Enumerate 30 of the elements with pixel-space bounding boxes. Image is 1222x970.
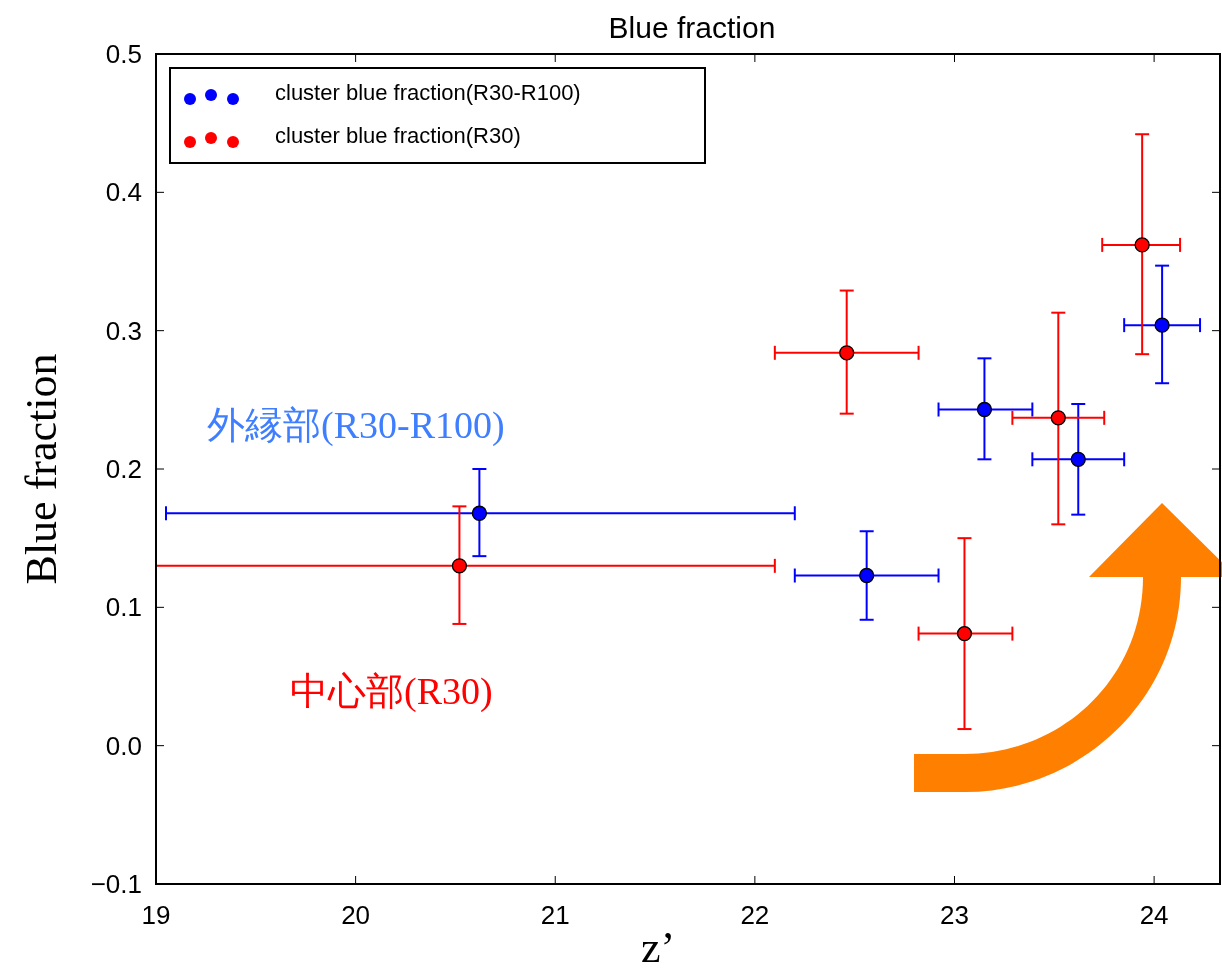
point <box>1070 451 1086 467</box>
y-tick-label: 0.5 <box>105 39 142 69</box>
y-tick-label: −0.1 <box>90 869 142 899</box>
x-tick-label: 23 <box>940 900 969 930</box>
y-axis-title: Blue fraction <box>17 353 66 585</box>
x-axis-title: z’ <box>640 923 676 970</box>
x-tick-label: 19 <box>141 900 171 930</box>
point <box>1154 317 1170 333</box>
legend-label: cluster blue fraction(R30) <box>275 123 521 148</box>
y-tick-label: 0.1 <box>105 592 142 623</box>
point <box>956 625 973 642</box>
point <box>1050 410 1066 426</box>
y-tick-label: 0.2 <box>105 454 142 484</box>
x-tick-label: 24 <box>1139 900 1169 930</box>
x-tick-label: 22 <box>740 900 770 930</box>
chart-title: Blue fraction <box>608 11 776 44</box>
annotation: 外縁部(R30-R100) <box>207 404 505 447</box>
annotation: 中心部(R30) <box>290 670 493 713</box>
y-tick-label: 0.0 <box>105 730 142 761</box>
point <box>471 505 488 521</box>
point <box>1134 237 1150 253</box>
point <box>859 567 875 584</box>
legend-label: cluster blue fraction(R30-R100) <box>275 80 581 105</box>
y-tick-label: 0.4 <box>105 177 142 208</box>
point <box>451 558 468 574</box>
point <box>976 401 993 418</box>
point <box>839 345 855 361</box>
x-tick-label: 21 <box>540 900 570 930</box>
y-tick-label: 0.3 <box>105 315 142 346</box>
x-tick-label: 20 <box>341 900 371 930</box>
